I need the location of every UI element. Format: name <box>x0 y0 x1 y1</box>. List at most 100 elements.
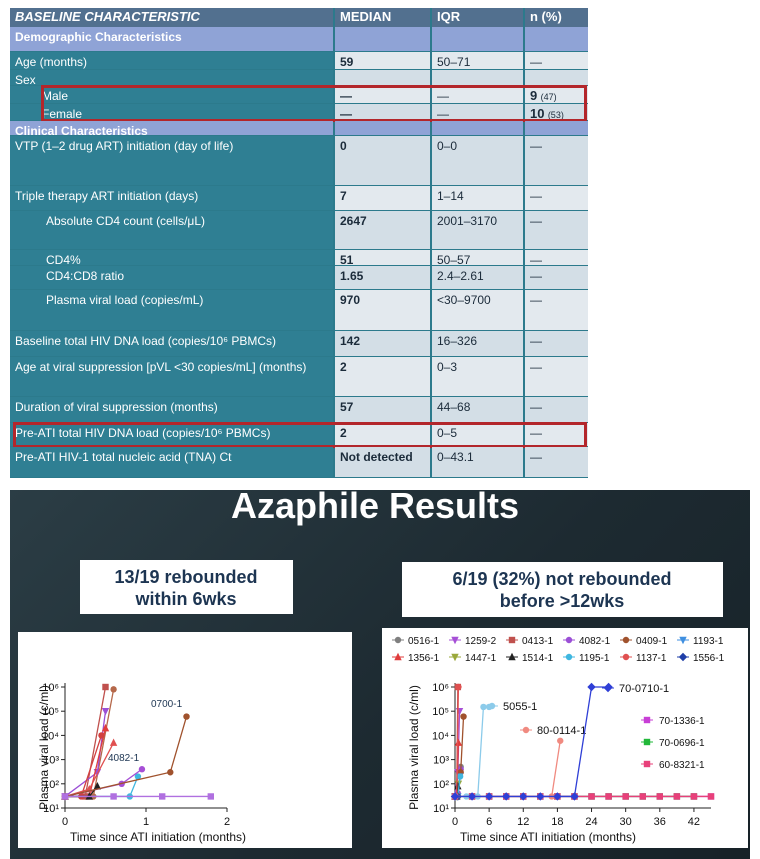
y-tick-label: 10² <box>43 779 59 791</box>
table-cell: — <box>525 357 588 396</box>
y-tick-label: 10³ <box>43 755 59 767</box>
data-point <box>456 773 464 780</box>
legend-marker <box>488 702 496 710</box>
table-cell <box>335 121 430 135</box>
y-tick-label: 10⁴ <box>432 730 449 742</box>
table-cell: — <box>525 397 588 422</box>
data-point <box>98 732 105 739</box>
data-point <box>167 769 174 776</box>
legend-marker <box>643 760 651 768</box>
chart-panel <box>18 632 352 848</box>
y-tick-label: 10² <box>433 779 449 791</box>
legend-marker <box>522 726 530 734</box>
data-point <box>588 793 595 800</box>
x-axis-label: Time since ATI initiation (months) <box>460 830 636 844</box>
table-cell: CD4% <box>10 250 333 265</box>
data-point <box>557 737 564 744</box>
table-cell: — <box>525 52 588 69</box>
data-point <box>110 686 117 693</box>
legend-label: 1195-1 <box>579 653 610 664</box>
legend-marker <box>678 652 688 662</box>
data-point <box>484 792 494 801</box>
table-cell: Baseline total HIV DNA load (copies/10⁶ … <box>10 331 333 356</box>
x-tick-label: 18 <box>551 816 563 828</box>
data-point <box>673 793 681 800</box>
data-point <box>93 781 102 790</box>
legend-marker <box>394 636 402 644</box>
data-point <box>570 792 579 801</box>
data-point <box>536 792 545 801</box>
callout-text: within 6wks <box>134 589 236 609</box>
data-point <box>159 793 166 800</box>
table-cell: — <box>335 86 430 103</box>
x-tick-label: 36 <box>654 816 666 828</box>
table-cell: 142 <box>335 331 430 356</box>
table-cell: 1–14 <box>432 186 523 210</box>
table-cell: Not detected <box>335 447 430 477</box>
table-cell: — <box>525 331 588 356</box>
table-cell: 2001–3170 <box>432 211 523 249</box>
legend-marker <box>622 636 630 644</box>
table-cell: <30–9700 <box>432 290 523 330</box>
table-cell <box>525 70 588 85</box>
x-tick-label: 24 <box>585 816 597 828</box>
slide-title: Azaphile Results <box>231 485 519 526</box>
table-cell: 1.65 <box>335 266 430 289</box>
data-point <box>639 793 646 800</box>
header-cell: BASELINE CHARACTERISTIC <box>10 8 333 27</box>
table-cell: Plasma viral load (copies/mL) <box>10 290 333 330</box>
x-tick-label: 6 <box>486 816 492 828</box>
data-point <box>207 793 214 800</box>
table-cell: 16–326 <box>432 331 523 356</box>
y-tick-label: 10⁶ <box>432 682 449 694</box>
table-cell: — <box>525 186 588 210</box>
x-tick-label: 42 <box>688 816 700 828</box>
data-point <box>467 792 477 801</box>
table-cell: 57 <box>335 397 430 422</box>
legend-marker <box>643 716 651 724</box>
table-cell: 50–71 <box>432 52 523 69</box>
table-cell <box>432 70 523 85</box>
annotation: 5055-1 <box>503 701 537 713</box>
table-cell: — <box>335 104 430 120</box>
data-point <box>553 792 562 801</box>
y-tick-label: 10⁶ <box>42 682 59 694</box>
data-point <box>455 683 462 691</box>
table-cell <box>335 70 430 85</box>
callout-box <box>402 562 723 617</box>
data-point <box>101 708 110 716</box>
table-cell: — <box>525 423 588 446</box>
table-cell: Age (months) <box>10 52 333 69</box>
table-cell <box>335 27 430 51</box>
y-tick-label: 10⁵ <box>432 706 449 718</box>
x-tick-label: 1 <box>143 816 149 828</box>
y-tick-label: 10³ <box>433 755 449 767</box>
legend-label: 1514-1 <box>522 653 554 664</box>
section-header: Demographic Characteristics <box>10 27 333 51</box>
table-cell: — <box>525 250 588 265</box>
data-point <box>622 793 629 800</box>
cell-main: 10 <box>530 106 545 121</box>
legend-label: 0409-1 <box>636 636 668 647</box>
table-cell: Triple therapy ART initiation (days) <box>10 186 333 210</box>
x-tick-label: 0 <box>452 816 458 828</box>
table-cell: — <box>525 290 588 330</box>
annotation: 80-0114-1 <box>537 725 586 737</box>
y-tick-label: 10⁵ <box>42 706 59 718</box>
table-cell: Age at viral suppression [pVL <30 copies… <box>10 357 333 396</box>
annotation: 0700-1 <box>151 699 183 710</box>
data-point <box>605 793 612 800</box>
legend-label: 1259-2 <box>465 636 497 647</box>
data-point <box>502 792 511 801</box>
annotation: 70-0710-1 <box>619 683 669 695</box>
x-tick-label: 12 <box>517 816 529 828</box>
x-axis-label: Time since ATI initiation (months) <box>70 830 246 844</box>
legend-label: 70-0696-1 <box>659 738 705 749</box>
table-cell: 59 <box>335 52 430 69</box>
cell-main: 9 <box>530 88 538 103</box>
callout-text: before >12wks <box>500 591 625 611</box>
header-cell: n (%) <box>525 8 588 27</box>
legend-label: 60-8321-1 <box>659 760 705 771</box>
legend-label: 1356-1 <box>408 653 440 664</box>
table-cell: 10 (53) <box>525 104 588 120</box>
